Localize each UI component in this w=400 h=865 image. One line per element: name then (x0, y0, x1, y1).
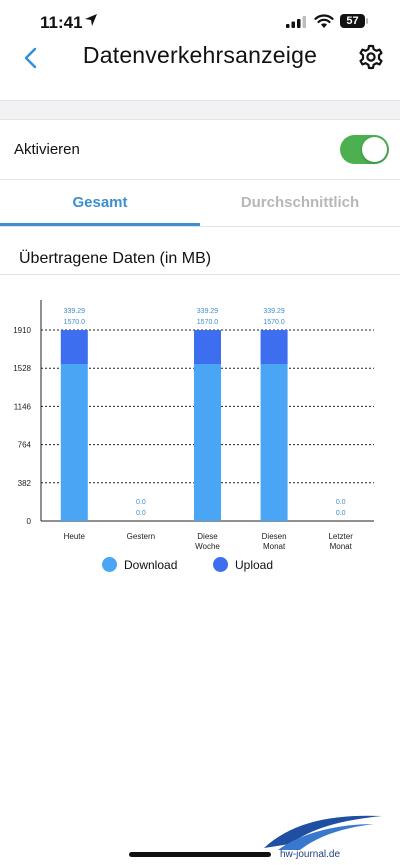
legend-label-upload: Upload (235, 558, 274, 572)
bar-upload (60, 330, 88, 364)
watermark-logo: hw-journal.de (264, 815, 382, 860)
location-arrow-icon (85, 14, 97, 26)
bar-download (60, 364, 88, 521)
legend-dot-upload (213, 557, 228, 572)
section-separator (0, 100, 400, 120)
x-tick-label: Diesen (262, 532, 287, 541)
y-tick-label: 382 (18, 479, 32, 488)
upload-value-label: 339.29 (197, 308, 219, 315)
nav-bar: Datenverkehrsanzeige (0, 30, 400, 86)
cellular-signal-icon (286, 16, 306, 28)
x-tick-label: Diese (197, 532, 218, 541)
download-value-label: 1570.0 (197, 319, 219, 326)
download-value-label: 1570.0 (64, 319, 86, 326)
section-divider (0, 274, 400, 275)
section-title: Übertragene Daten (in MB) (19, 250, 212, 267)
bar-upload (194, 330, 221, 364)
x-tick-label: Letzter (328, 532, 353, 541)
bar-download (260, 364, 288, 521)
x-tick-label: Heute (64, 532, 86, 541)
download-value-label: 1570.0 (263, 319, 285, 326)
y-tick-label: 1146 (14, 402, 32, 411)
tab-gesamt[interactable]: Gesamt (72, 194, 128, 211)
bar-download (194, 364, 221, 521)
tab-bar: Gesamt Durchschnittlich (0, 180, 400, 227)
x-tick-label: Woche (195, 542, 220, 550)
upload-value-label: 0.0 (336, 499, 346, 506)
activate-toggle[interactable] (340, 135, 389, 164)
wifi-icon (314, 14, 334, 28)
tab-durchschnittlich[interactable]: Durchschnittlich (240, 194, 360, 211)
status-bar: 11:41 57 (0, 0, 400, 44)
toggle-knob (362, 137, 387, 162)
y-tick-label: 1528 (13, 364, 31, 373)
activate-label: Aktivieren (14, 141, 80, 158)
y-tick-label: 0 (27, 517, 32, 526)
x-tick-label: Gestern (127, 532, 155, 541)
bar-upload (260, 330, 288, 364)
legend-label-download: Download (124, 558, 178, 572)
activate-row: Aktivieren (0, 119, 400, 180)
chart-legend: Download Upload (0, 556, 400, 576)
download-value-label: 0.0 (336, 510, 346, 517)
upload-value-label: 339.29 (64, 308, 86, 315)
data-usage-chart: 0 382 764 1146 1528 1910 339.29 1570.0 Heute 0.0 0… (13, 300, 374, 550)
status-time: 11:41 (40, 13, 83, 32)
gear-icon[interactable] (358, 44, 384, 70)
active-tab-indicator (0, 223, 200, 226)
y-tick-label: 1910 (13, 326, 31, 335)
x-tick-label: Monat (263, 542, 286, 550)
battery-icon: 57 (340, 14, 365, 28)
watermark-text: hw-journal.de (280, 849, 340, 860)
battery-tip (366, 18, 368, 24)
upload-value-label: 339.29 (263, 308, 285, 315)
x-tick-label: Monat (330, 542, 353, 550)
y-tick-label: 764 (18, 441, 32, 450)
download-value-label: 0.0 (136, 510, 146, 517)
chevron-left-icon[interactable] (20, 46, 44, 70)
home-indicator (129, 852, 271, 857)
legend-dot-download (102, 557, 117, 572)
page-title: Datenverkehrsanzeige (82, 42, 318, 68)
upload-value-label: 0.0 (136, 499, 146, 506)
